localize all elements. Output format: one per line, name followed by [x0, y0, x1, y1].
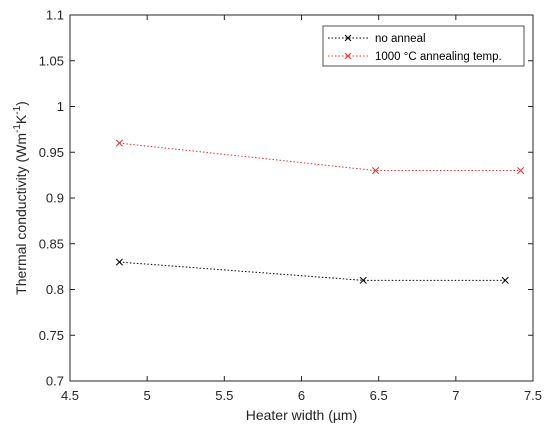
legend-item-annealed: 1000 °C annealing temp. — [328, 51, 502, 63]
x-tick-label: 5.5 — [215, 388, 233, 403]
x-tick-label: 6 — [298, 388, 305, 403]
legend-marker — [344, 34, 352, 42]
y-tick-label: 0.75 — [39, 328, 64, 343]
y-tick-label: 1 — [57, 99, 64, 114]
legend-box — [322, 25, 525, 67]
y-tick-label: 0.95 — [39, 145, 64, 160]
series-line-0 — [119, 261, 506, 281]
y-tick-label: 0.8 — [46, 282, 64, 297]
x-tick-label: 6.5 — [370, 388, 388, 403]
data-point — [115, 258, 123, 266]
data-point — [501, 276, 509, 284]
y-tick-label: 1.1 — [46, 8, 64, 23]
x-tick-label: 5 — [144, 388, 151, 403]
x-axis-title: Heater width (µm) — [246, 407, 358, 423]
legend-marker — [344, 52, 352, 60]
y-axis-ticks: 0.7 0.75 0.8 0.85 0.9 0.95 1 1.05 1.1 — [39, 8, 533, 389]
plot-area — [69, 14, 534, 382]
y-axis-title: Thermal conductivity (Wm-1K-1) — [12, 101, 29, 295]
y-tick-label: 0.7 — [46, 374, 64, 389]
data-point — [359, 276, 367, 284]
x-tick-label: 4.5 — [61, 388, 79, 403]
series-layer — [115, 139, 525, 284]
y-tick-label: 0.9 — [46, 191, 64, 206]
legend-label: no anneal — [375, 33, 426, 45]
x-tick-label: 7 — [452, 388, 459, 403]
legend-item-no-anneal: no anneal — [328, 33, 426, 45]
x-axis-ticks: 4.5 5 5.5 6 6.5 7 7.5 — [61, 15, 542, 403]
y-tick-label: 1.05 — [39, 53, 64, 68]
data-point — [517, 166, 525, 175]
y-tick-label: 0.85 — [39, 236, 64, 251]
series-line-1 — [119, 142, 521, 172]
data-point — [372, 166, 380, 175]
x-tick-label: 7.5 — [524, 388, 542, 403]
legend-label: 1000 °C annealing temp. — [375, 51, 502, 63]
legend: no anneal 1000 °C annealing temp. — [322, 25, 525, 67]
data-point — [115, 139, 123, 147]
